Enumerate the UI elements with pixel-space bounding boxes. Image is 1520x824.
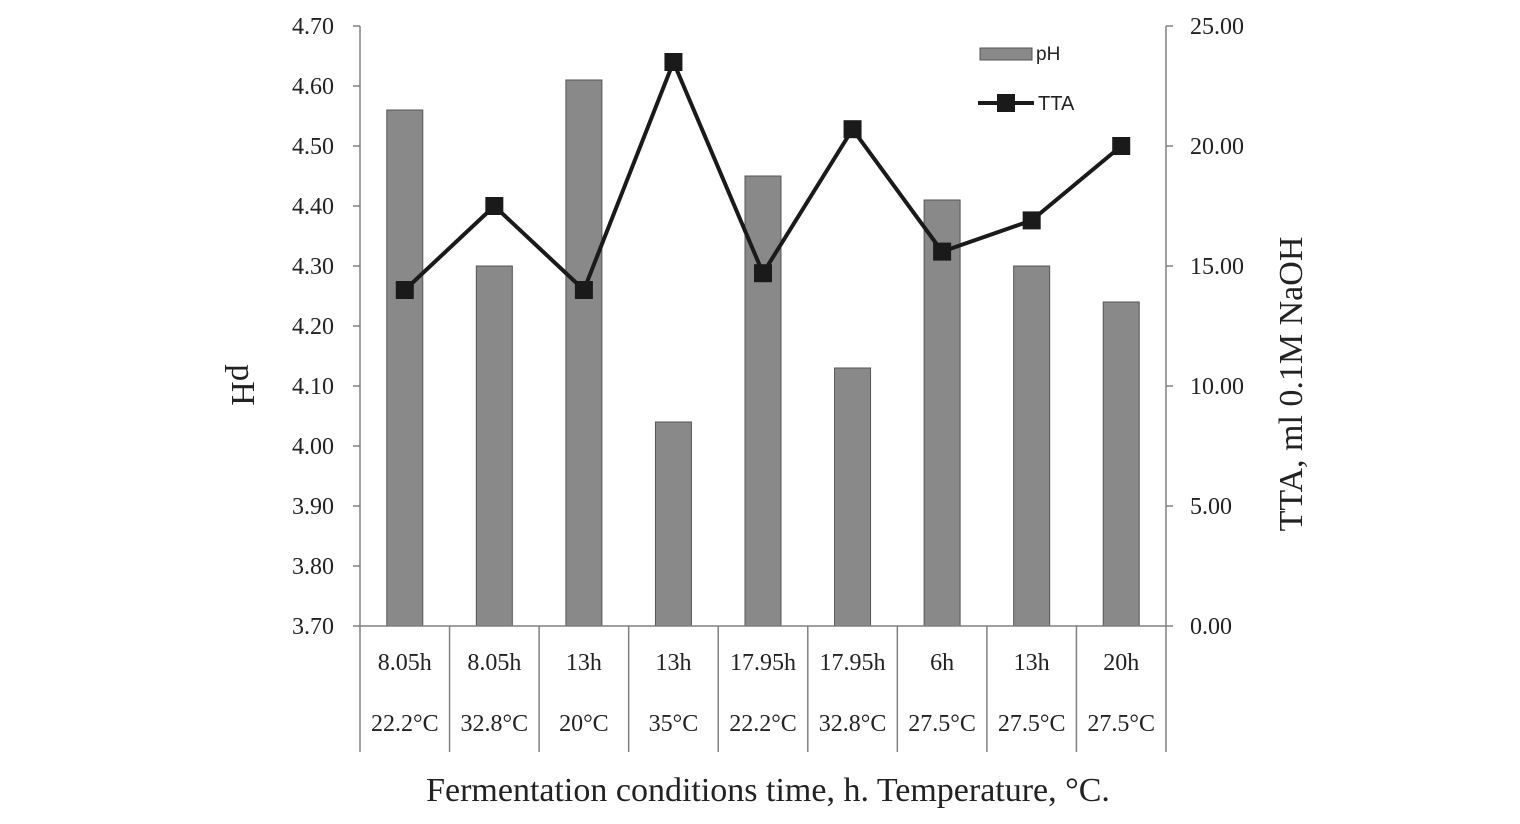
y-left-tick-label-7: 4.40 xyxy=(292,194,334,220)
bar-ph-2 xyxy=(565,79,603,627)
bar-ph-7 xyxy=(1013,265,1051,627)
point-tta-5 xyxy=(843,120,862,139)
point-tta-0 xyxy=(395,281,414,299)
bar-ph-6 xyxy=(923,199,961,627)
y-left-tick-label-4: 4.10 xyxy=(292,374,334,400)
axes-layer: 3.70 3.80 3.90 4.00 4.10 4.20 4.30 4.40 4.50 4.60… xyxy=(292,14,1244,752)
y-right-tick-label-0: 0.00 xyxy=(1190,614,1232,640)
point-tta-2 xyxy=(574,281,593,299)
bar-ph-3 xyxy=(654,421,692,627)
x-tick-label-time-0: 8.05h xyxy=(378,650,432,676)
line-layer xyxy=(395,53,1131,299)
y-left-tick-label-9: 4.60 xyxy=(292,74,334,100)
x-tick-label-temp-0: 22.2°C xyxy=(371,711,439,737)
x-tick-label-temp-4: 22.2°C xyxy=(729,711,797,737)
y-left-tick-label-5: 4.20 xyxy=(292,314,334,340)
x-axis-label: Fermentation conditions time, h. Tempera… xyxy=(426,772,1110,809)
x-tick-label-temp-3: 35°C xyxy=(649,711,699,737)
y-right-tick-label-1: 5.00 xyxy=(1190,494,1232,520)
y-axis-right-label: TTA, ml 0.1M NaOH xyxy=(1273,237,1310,532)
point-tta-4 xyxy=(754,264,772,283)
x-tick-label-time-8: 20h xyxy=(1103,650,1139,676)
bar-ph-0 xyxy=(386,109,424,627)
y-left-tick-label-1: 3.80 xyxy=(292,554,334,580)
legend-label-ph: pH xyxy=(1036,44,1060,65)
x-tick-label-temp-8: 27.5°C xyxy=(1087,711,1155,737)
y-right-tick-label-3: 15.00 xyxy=(1190,254,1244,280)
y-right-tick-label-4: 20.00 xyxy=(1190,134,1244,160)
x-tick-label-temp-1: 32.8°C xyxy=(461,711,529,737)
point-tta-1 xyxy=(485,197,504,215)
x-tick-label-time-5: 17.95h xyxy=(820,650,886,676)
bars-layer xyxy=(386,79,1140,627)
y-left-tick-label-6: 4.30 xyxy=(292,254,334,280)
bar-ph-5 xyxy=(834,367,872,627)
y-left-tick-label-3: 4.00 xyxy=(292,434,334,460)
y-left-tick-label-2: 3.90 xyxy=(292,494,334,520)
x-tick-label-temp-2: 20°C xyxy=(559,711,609,737)
point-tta-7 xyxy=(1022,211,1041,230)
y-right-tick-label-5: 25.00 xyxy=(1190,14,1244,40)
y-right-tick-label-2: 10.00 xyxy=(1190,374,1244,400)
point-tta-8 xyxy=(1112,137,1131,155)
y-left-tick-label-10: 4.70 xyxy=(292,14,334,40)
bar-ph-8 xyxy=(1102,301,1140,627)
y-axis-left-label: pH xyxy=(224,364,261,406)
legend-swatch-tta-marker xyxy=(997,94,1015,112)
x-tick-label-temp-6: 27.5°C xyxy=(908,711,976,737)
x-tick-label-time-7: 13h xyxy=(1014,650,1050,676)
x-tick-label-time-6: 6h xyxy=(930,650,954,676)
y-left-tick-label-0: 3.70 xyxy=(292,614,334,640)
bar-ph-1 xyxy=(475,265,513,627)
x-tick-label-temp-7: 27.5°C xyxy=(998,711,1066,737)
x-tick-label-time-1: 8.05h xyxy=(467,650,521,676)
point-tta-6 xyxy=(933,242,952,261)
y-left-tick-label-8: 4.50 xyxy=(292,134,334,160)
x-tick-label-time-3: 13h xyxy=(655,650,691,676)
legend-label-tta: TTA xyxy=(1038,93,1075,115)
legend-swatch-ph xyxy=(979,47,1033,61)
legend: pH TTA xyxy=(978,44,1075,115)
x-tick-label-time-2: 13h xyxy=(566,650,602,676)
x-tick-label-temp-5: 32.8°C xyxy=(819,711,887,737)
point-tta-3 xyxy=(664,53,683,71)
x-tick-label-time-4: 17.95h xyxy=(730,650,796,676)
